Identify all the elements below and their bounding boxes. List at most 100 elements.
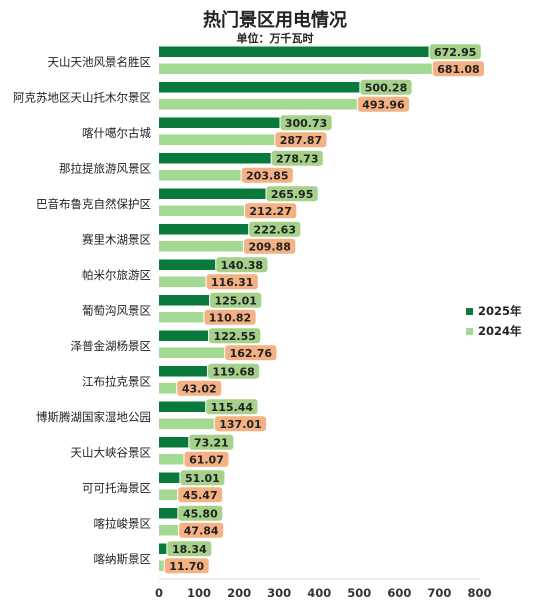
bar-2025 [159, 188, 266, 199]
data-label-text: 278.73 [276, 152, 318, 165]
data-label-background [207, 363, 260, 379]
chart-subtitle: 单位：万千瓦时 [236, 32, 314, 45]
data-label: 212.27 [245, 203, 297, 219]
data-label-background [360, 79, 412, 95]
legend-label: 2024年 [478, 324, 522, 338]
data-label: 110.82 [204, 309, 256, 325]
category-label: 可可托海景区 [82, 481, 151, 495]
bars [159, 46, 432, 571]
bar-2024 [159, 489, 178, 500]
data-label-background [432, 61, 485, 77]
bar-2024 [159, 170, 241, 181]
data-label: 43.02 [177, 380, 222, 396]
data-label-text: 500.28 [365, 81, 407, 94]
data-label: 222.63 [249, 221, 301, 237]
bar-2025 [159, 508, 178, 519]
data-label: 119.68 [207, 363, 260, 379]
data-label-background [179, 522, 224, 538]
data-label-text: 47.84 [184, 524, 219, 537]
data-label-text: 287.87 [280, 134, 322, 147]
x-tick-label: 800 [467, 586, 491, 600]
data-label-text: 116.31 [211, 276, 253, 289]
data-label-background [249, 221, 301, 237]
bar-2025 [159, 295, 210, 306]
bar-2024 [159, 276, 206, 287]
data-label-background [266, 186, 318, 202]
data-label-text: 45.47 [183, 489, 218, 502]
bar-2025 [159, 153, 271, 164]
data-label-text: 115.44 [211, 401, 254, 414]
data-label: 116.31 [206, 274, 258, 290]
data-label-text: 265.95 [271, 188, 313, 201]
data-label-text: 119.68 [212, 365, 254, 378]
data-label-text: 209.88 [248, 240, 290, 253]
category-label: 博斯腾湖国家湿地公园 [36, 410, 151, 424]
data-label-text: 122.55 [213, 330, 255, 343]
data-label-background [204, 309, 256, 325]
data-label-text: 11.70 [169, 560, 204, 573]
data-label-background [164, 558, 209, 574]
category-label: 那拉提旅游风景区 [59, 161, 151, 175]
data-label-text: 110.82 [209, 311, 251, 324]
category-label: 阿克苏地区天山托木尔景区 [13, 90, 151, 104]
data-label-text: 681.08 [437, 63, 479, 76]
category-label: 喀拉峻景区 [94, 516, 152, 530]
x-tick-label: 0 [155, 586, 163, 600]
data-label: 140.38 [216, 257, 268, 273]
data-label-background [244, 238, 296, 254]
data-label-background [206, 274, 258, 290]
data-label: 209.88 [244, 238, 296, 254]
data-label: 45.80 [178, 505, 223, 521]
data-label: 61.07 [184, 451, 229, 467]
data-label-background [225, 345, 277, 361]
data-label-background [214, 416, 267, 432]
bar-2024 [159, 99, 357, 110]
data-label-text: 73.21 [194, 436, 229, 449]
bar-2024 [159, 63, 432, 74]
legend: 2025年 2024年 [466, 304, 522, 338]
data-label: 47.84 [179, 522, 224, 538]
data-label-background [241, 167, 293, 183]
data-label: 278.73 [271, 150, 323, 166]
data-label-background [180, 470, 225, 486]
data-label-background [357, 96, 410, 112]
data-label-text: 43.02 [182, 382, 217, 395]
data-label-text: 300.73 [285, 117, 327, 130]
bar-2024 [159, 134, 275, 145]
bar-2025 [159, 543, 167, 554]
bar-2024 [159, 241, 244, 252]
x-tick-label: 400 [307, 586, 331, 600]
data-label-text: 45.80 [183, 507, 218, 520]
category-label: 泽普金湖杨景区 [71, 339, 152, 353]
data-label-background [275, 132, 327, 148]
data-label-background [177, 380, 222, 396]
bar-2025 [159, 437, 189, 448]
data-label-background [271, 150, 323, 166]
category-label: 喀什噶尔古城 [82, 126, 151, 140]
bar-2025 [159, 366, 207, 377]
data-label-text: 493.96 [362, 98, 405, 111]
data-label: 162.76 [225, 345, 277, 361]
legend-swatch [466, 328, 473, 335]
category-label: 江布拉克景区 [82, 374, 151, 388]
data-label: 122.55 [209, 328, 261, 344]
data-label-text: 672.95 [434, 46, 476, 59]
data-label: 73.21 [189, 434, 234, 450]
category-label: 天山大峡谷景区 [71, 445, 152, 459]
data-label-background [280, 115, 332, 131]
bar-2024 [159, 383, 177, 394]
legend-label: 2025年 [478, 304, 522, 318]
data-label: 300.73 [280, 115, 332, 131]
data-label-background [184, 451, 229, 467]
data-label-background [189, 434, 234, 450]
bar-2025 [159, 82, 360, 93]
data-label-text: 137.01 [219, 418, 261, 431]
data-label: 51.01 [180, 470, 225, 486]
data-label-background [178, 505, 223, 521]
data-label: 672.95 [429, 44, 481, 60]
data-label-text: 212.27 [249, 205, 291, 218]
data-label: 115.44 [206, 399, 258, 415]
x-axis: 0 100 200 300 400 500 600 700 800 [155, 578, 491, 600]
x-tick-label: 300 [267, 586, 291, 600]
x-tick-label: 500 [347, 586, 371, 600]
